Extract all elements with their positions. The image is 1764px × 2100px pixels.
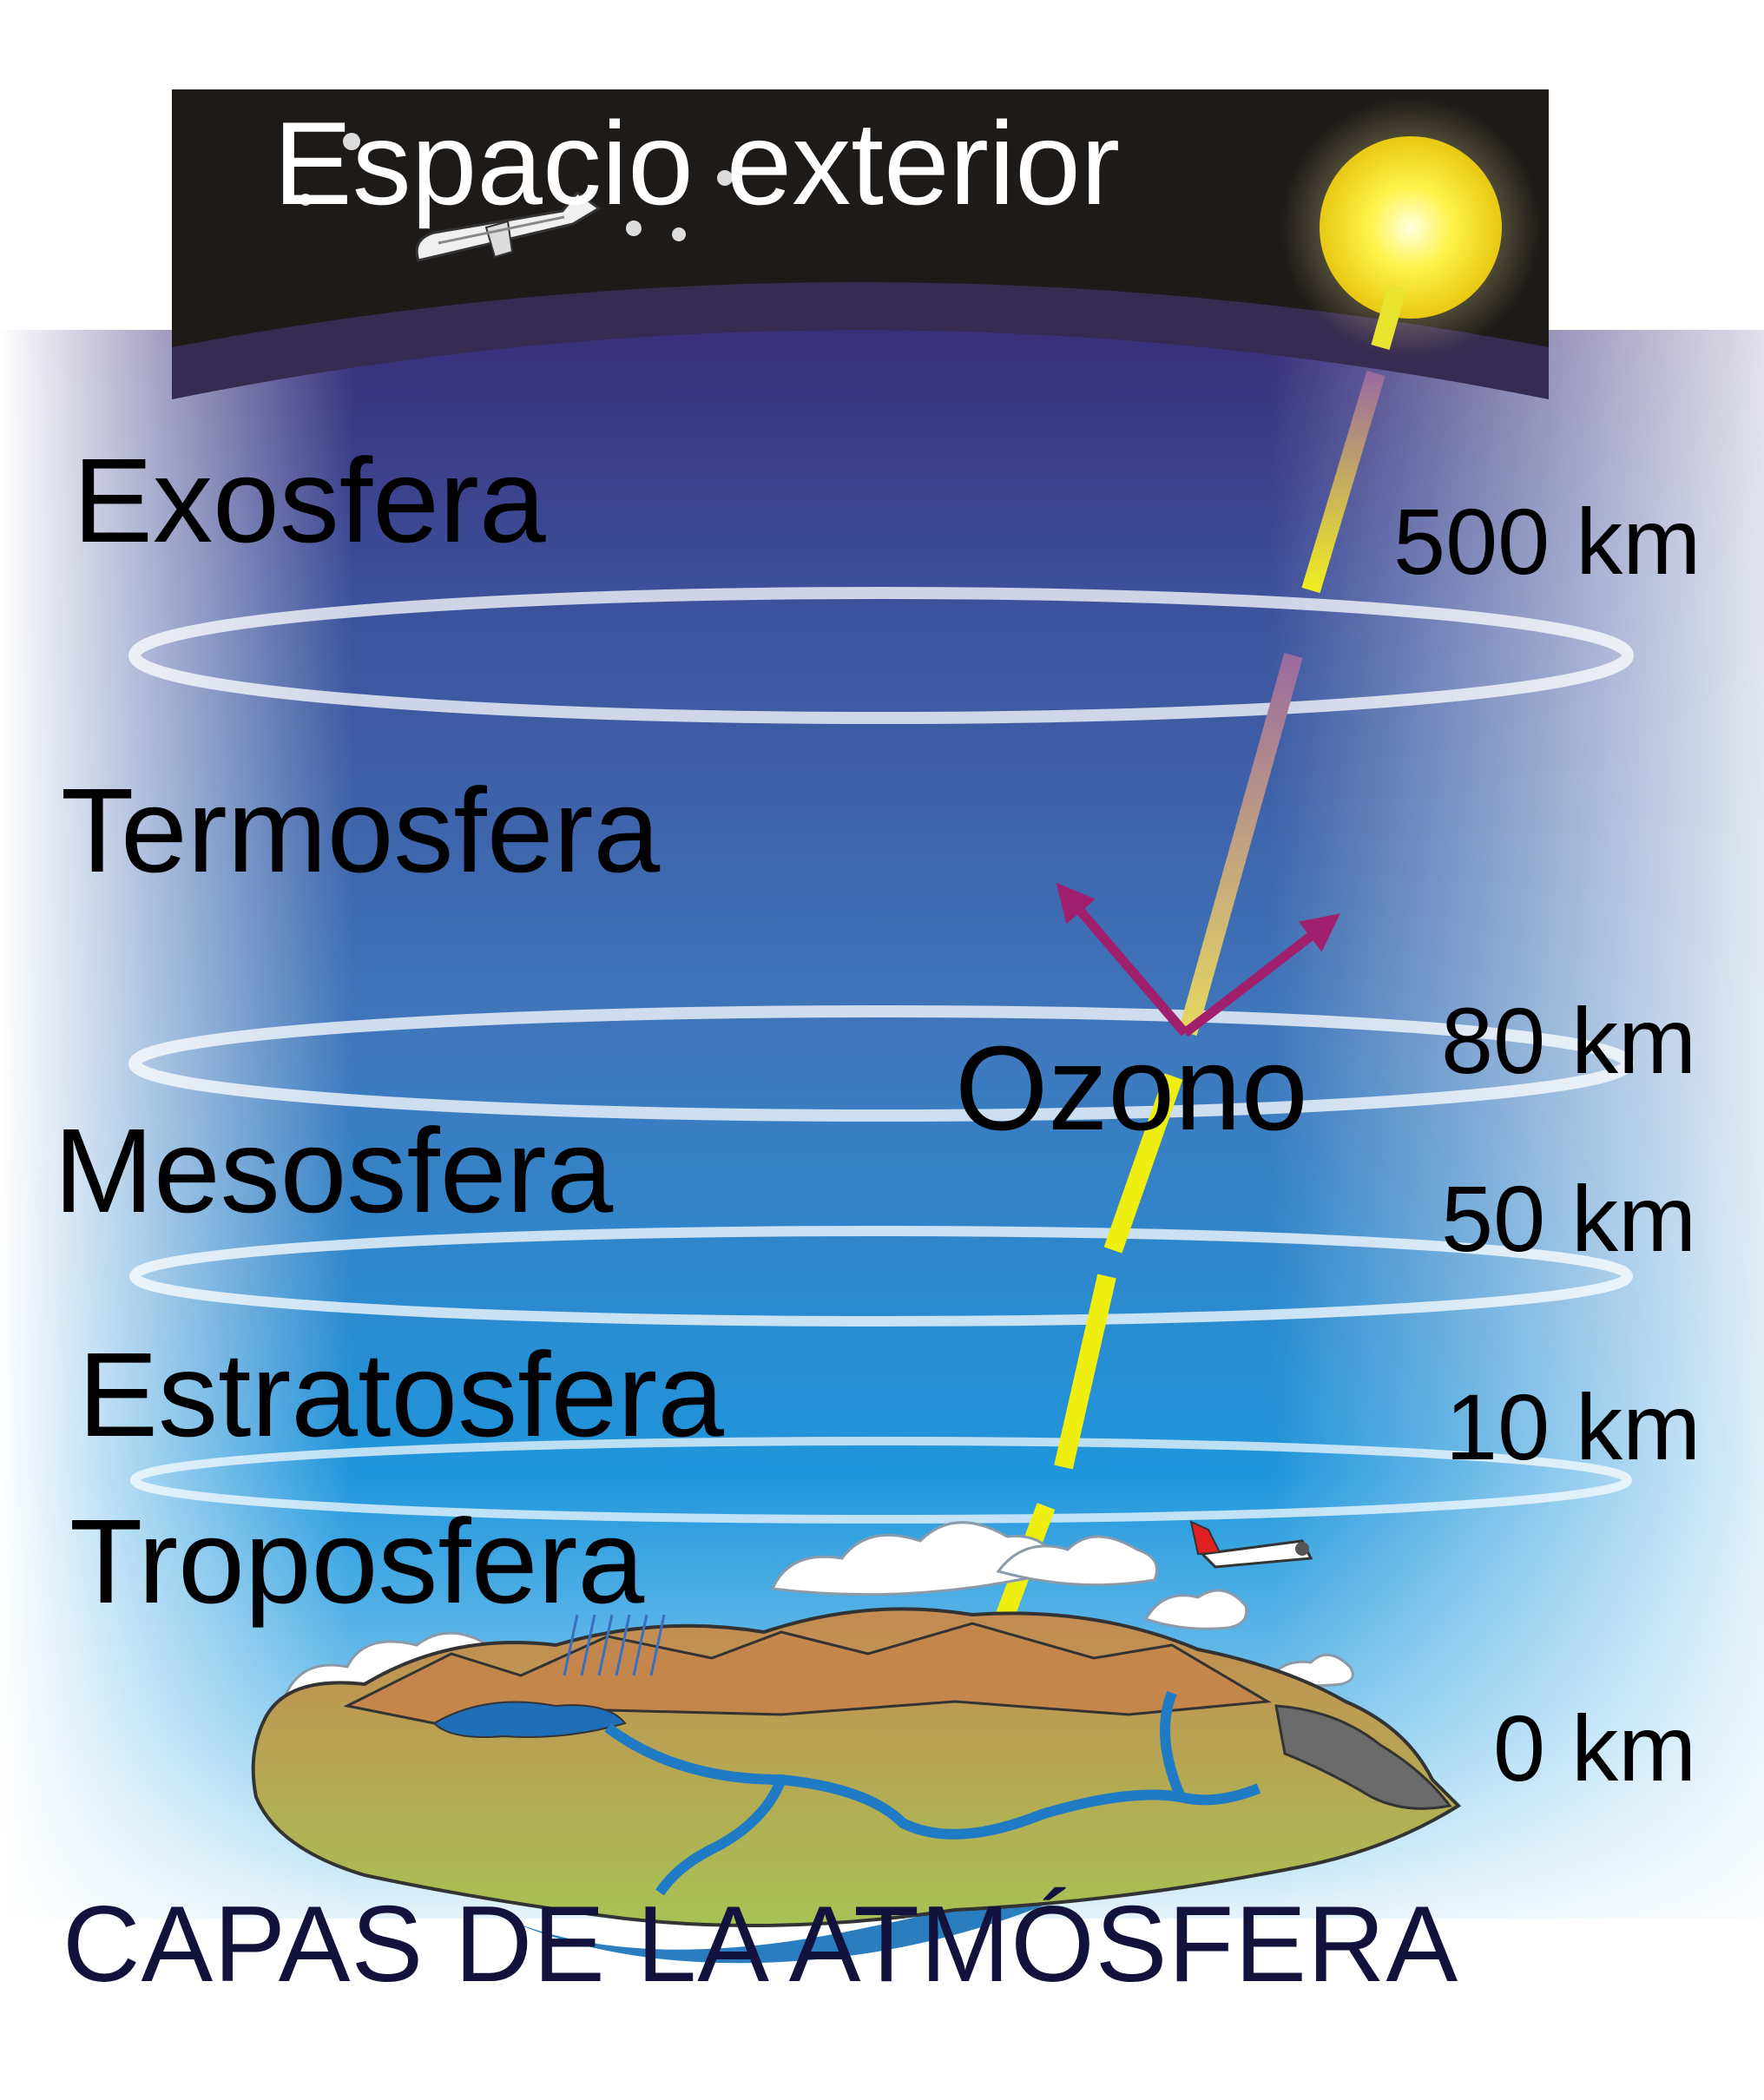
sun xyxy=(1320,136,1502,319)
boundary-exosphere xyxy=(128,587,1634,724)
altitude-10km: 10 km xyxy=(1445,1374,1701,1479)
boundary-stratosphere xyxy=(130,1437,1632,1524)
altitude-500km: 500 km xyxy=(1393,489,1701,594)
stars xyxy=(299,133,733,241)
ray-segment-stratosphere xyxy=(1054,1274,1116,1470)
space-glow xyxy=(172,282,1549,399)
layer-label-troposphere: Troposfera xyxy=(69,1495,645,1629)
space-shuttle-icon xyxy=(415,190,602,262)
ozone-reflection-arrows xyxy=(1056,882,1340,1037)
lake xyxy=(432,1701,627,1738)
layer-label-mesosphere: Mesosfera xyxy=(54,1104,614,1238)
layer-label-stratosphere: Estratosfera xyxy=(78,1328,724,1462)
airplane-icon xyxy=(1189,1520,1313,1569)
boundary-thermosphere xyxy=(128,1005,1634,1122)
reflection-arrow-right xyxy=(1181,913,1340,1037)
diagram-title: CAPAS DE LA ATMÓSFERA xyxy=(63,1885,1459,2005)
layer-label-exosphere: Exosfera xyxy=(73,434,546,568)
altitude-50km: 50 km xyxy=(1441,1166,1697,1271)
layer-label-thermosphere: Termosfera xyxy=(61,764,661,898)
ray-segment-exosphere xyxy=(1301,370,1386,594)
ray-segment-mesosphere xyxy=(1103,1073,1183,1254)
altitude-80km: 80 km xyxy=(1441,988,1697,1093)
reflection-arrow-left xyxy=(1056,882,1189,1037)
layer-boundaries xyxy=(128,587,1634,1524)
ozone-label: Ozono xyxy=(955,1022,1308,1155)
rain-icon xyxy=(563,1614,666,1676)
outer-space-label: Espacio exterior xyxy=(273,97,1121,229)
river xyxy=(604,1690,1261,1896)
boundary-mesosphere xyxy=(129,1226,1633,1326)
altitude-0km: 0 km xyxy=(1493,1695,1697,1800)
earth-landscape xyxy=(251,1607,1462,1964)
cloud xyxy=(1143,1589,1248,1630)
cloud xyxy=(996,1535,1158,1587)
cloud xyxy=(770,1521,1061,1596)
mountains xyxy=(343,1622,1272,1725)
rocky-coast xyxy=(1274,1704,1452,1810)
ray-segment-space xyxy=(1371,283,1407,351)
ray-segment-thermosphere xyxy=(1178,653,1303,1036)
